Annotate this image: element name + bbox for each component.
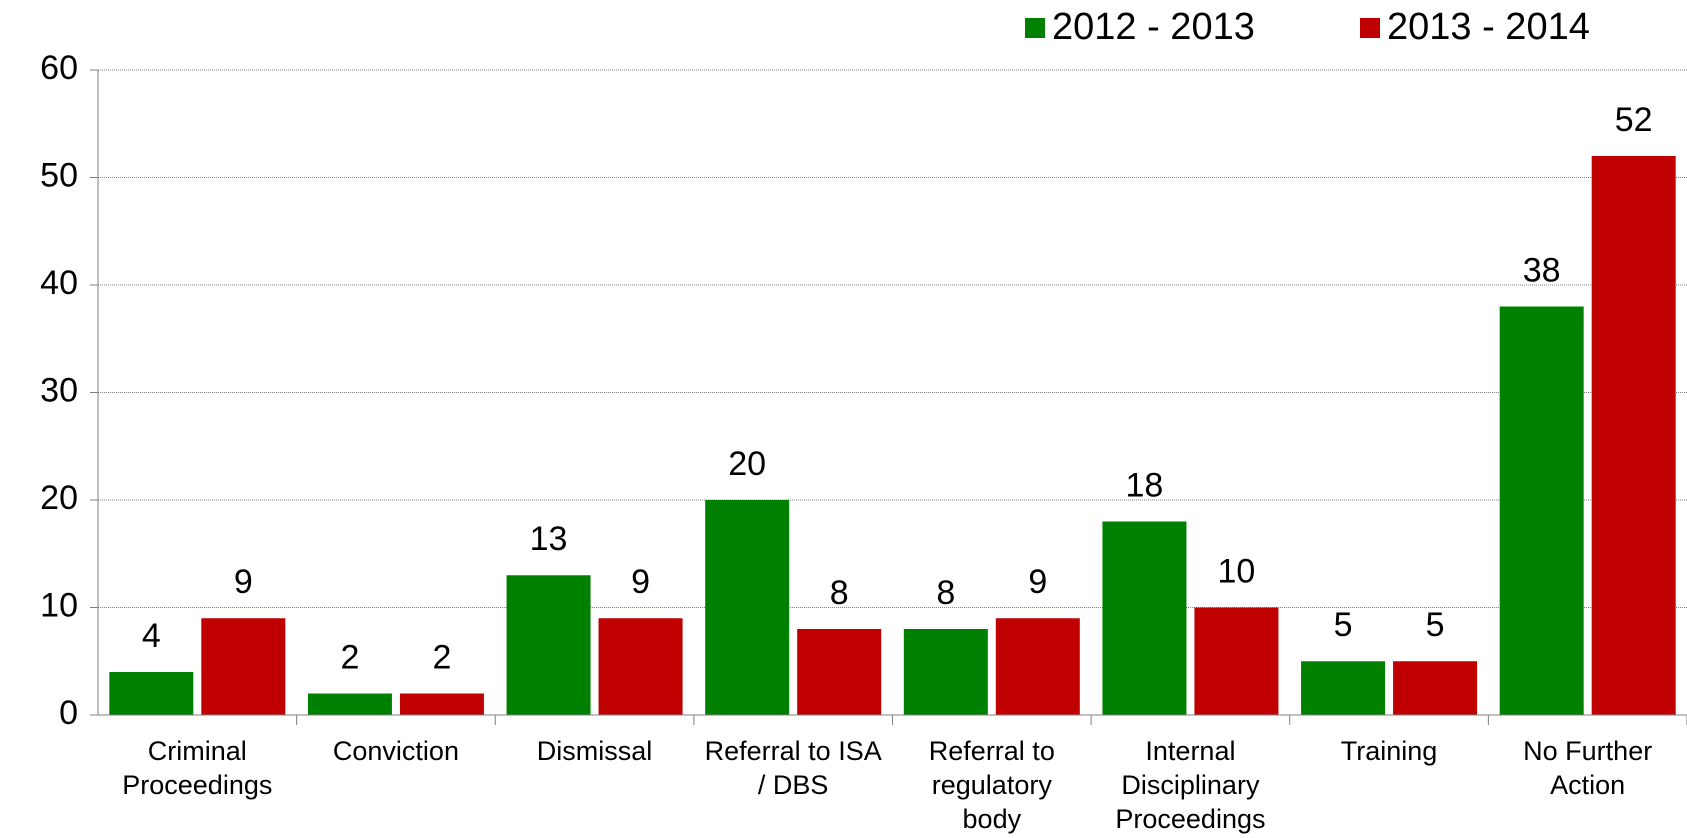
value-label: 4 xyxy=(142,617,161,655)
bar xyxy=(1591,156,1676,715)
y-tick-label: 50 xyxy=(40,156,78,194)
bar xyxy=(201,618,286,715)
y-tick-label: 30 xyxy=(40,371,78,409)
bar xyxy=(705,500,790,715)
x-tick-label: Referral to regulatory body xyxy=(928,736,1055,834)
value-label: 13 xyxy=(530,520,568,558)
value-label: 10 xyxy=(1218,552,1256,590)
value-label: 18 xyxy=(1126,466,1164,504)
y-tick-label: 10 xyxy=(40,586,78,624)
y-tick-label: 60 xyxy=(40,49,78,87)
bar xyxy=(903,629,988,715)
value-label: 52 xyxy=(1615,101,1653,139)
bar xyxy=(995,618,1080,715)
legend-swatch xyxy=(1025,18,1045,38)
value-label: 5 xyxy=(1426,606,1445,644)
value-label: 9 xyxy=(1028,563,1047,601)
value-label: 20 xyxy=(728,445,766,483)
x-tick-label: Conviction xyxy=(332,736,459,766)
bar xyxy=(1499,306,1584,715)
value-label: 8 xyxy=(830,574,849,612)
value-label: 38 xyxy=(1523,251,1561,289)
x-tick-label: Referral to ISA / DBS xyxy=(704,736,882,800)
bar xyxy=(1393,661,1478,715)
y-tick-label: 0 xyxy=(59,694,78,732)
legend-label: 2012 - 2013 xyxy=(1052,6,1255,48)
x-tick-label: Internal Disciplinary Proceedings xyxy=(1115,736,1266,834)
x-tick-label: Criminal Proceedings xyxy=(122,736,273,800)
bar xyxy=(598,618,683,715)
x-tick-label: No Further Action xyxy=(1523,736,1653,800)
value-label: 9 xyxy=(631,563,650,601)
legend-swatch xyxy=(1360,18,1380,38)
value-label: 2 xyxy=(340,638,359,676)
value-label: 9 xyxy=(234,563,253,601)
bar xyxy=(1102,521,1187,715)
bar xyxy=(1301,661,1386,715)
value-label: 2 xyxy=(432,638,451,676)
bar xyxy=(399,693,484,715)
value-label: 8 xyxy=(936,574,955,612)
bar xyxy=(797,629,882,715)
bar xyxy=(109,672,194,715)
value-label: 5 xyxy=(1334,606,1353,644)
bar xyxy=(307,693,392,715)
x-tick-label: Training xyxy=(1340,736,1438,766)
legend-label: 2013 - 2014 xyxy=(1387,6,1590,48)
y-tick-label: 40 xyxy=(40,264,78,302)
bar xyxy=(506,575,591,715)
x-tick-label: Dismissal xyxy=(536,736,653,766)
y-tick-label: 20 xyxy=(40,479,78,517)
bar xyxy=(1194,607,1279,715)
